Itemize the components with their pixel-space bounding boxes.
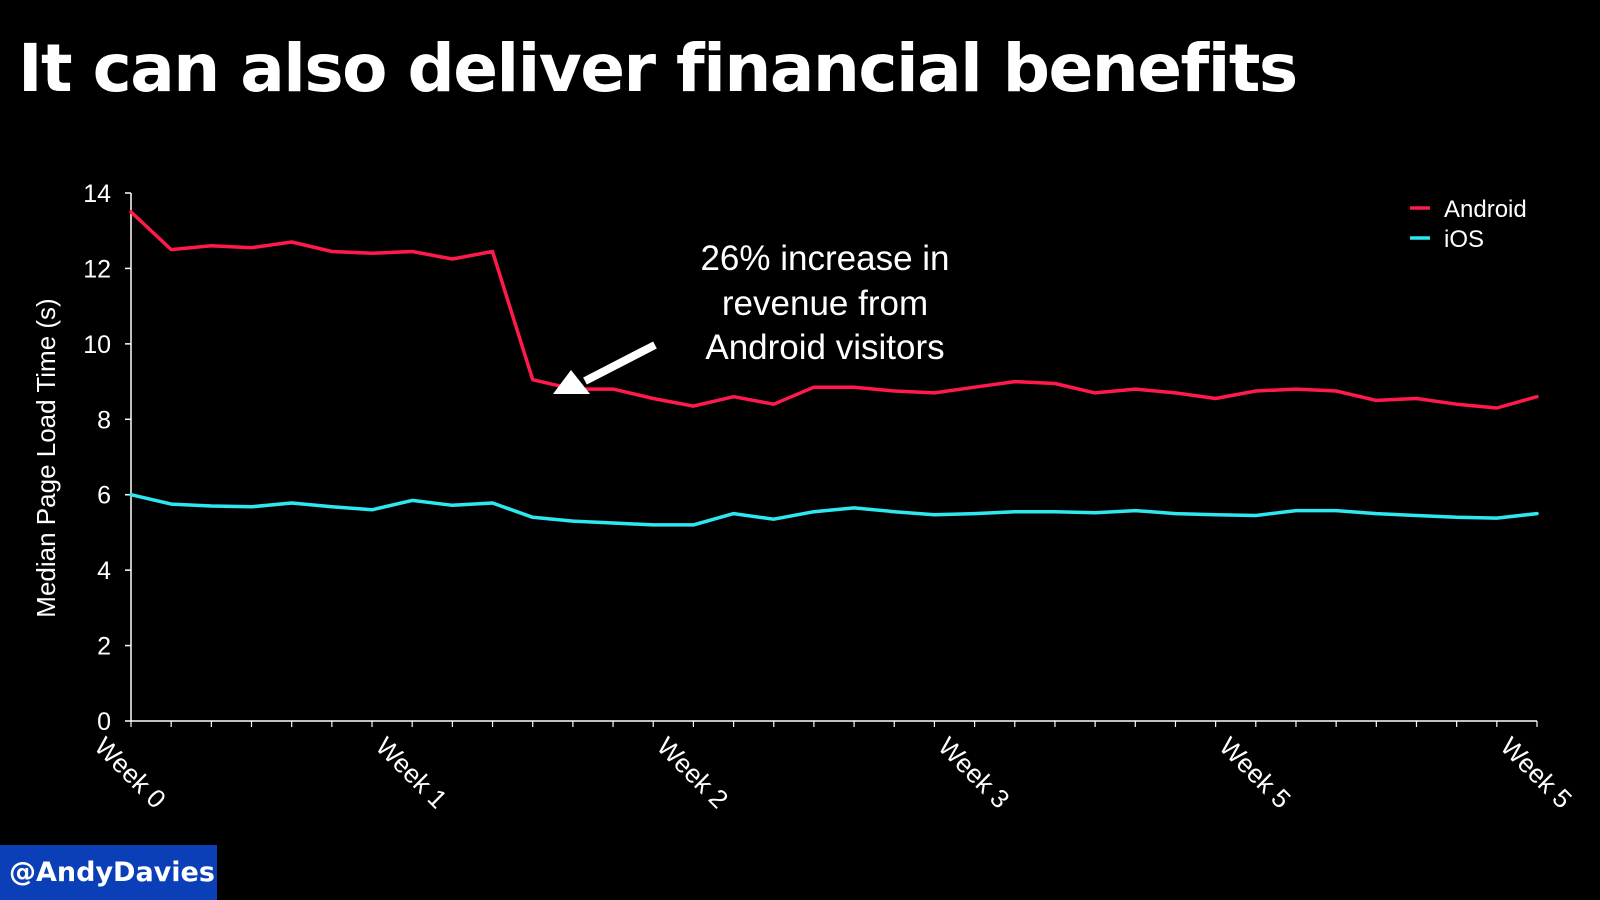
chart-annotation: 26% increase in revenue from Android visit… — [553, 239, 950, 394]
annotation-text-line: 26% increase in — [700, 239, 949, 278]
y-tick-label: 6 — [97, 482, 111, 510]
y-tick-label: 8 — [97, 406, 111, 434]
x-tick-label: Week 5 — [1495, 731, 1578, 814]
y-tick-label: 0 — [97, 708, 111, 736]
x-tick-label: Week 0 — [89, 731, 172, 814]
slide-title: It can also deliver financial benefits — [18, 30, 1298, 107]
annotation-text-line: revenue from — [722, 284, 928, 323]
y-tick-label: 12 — [83, 255, 111, 283]
series-line-android — [129, 210, 1539, 410]
y-tick-label: 4 — [97, 557, 111, 585]
y-tick-label: 2 — [97, 633, 111, 661]
x-tick-label: Week 1 — [370, 731, 453, 814]
x-tick-label: Week 2 — [651, 731, 734, 814]
y-axis-label: Median Page Load Time (s) — [31, 298, 61, 617]
x-tick-label: Week 5 — [1214, 731, 1297, 814]
twitter-handle-badge: @AndyDavies — [0, 845, 217, 900]
series-lines — [129, 210, 1539, 527]
y-tick-label: 14 — [83, 180, 111, 208]
chart-axes — [130, 193, 1537, 722]
annotation-arrow-head — [553, 370, 590, 394]
chart-legend: Android iOS — [1410, 196, 1527, 253]
series-line-ios — [129, 492, 1539, 527]
legend-label-ios: iOS — [1444, 226, 1484, 253]
legend-label-android: Android — [1444, 196, 1527, 223]
annotation-text-line: Android visitors — [705, 328, 944, 367]
x-tick-label: Week 3 — [932, 731, 1015, 814]
annotation-arrow-shaft — [583, 341, 657, 385]
y-tick-label: 10 — [83, 331, 111, 359]
